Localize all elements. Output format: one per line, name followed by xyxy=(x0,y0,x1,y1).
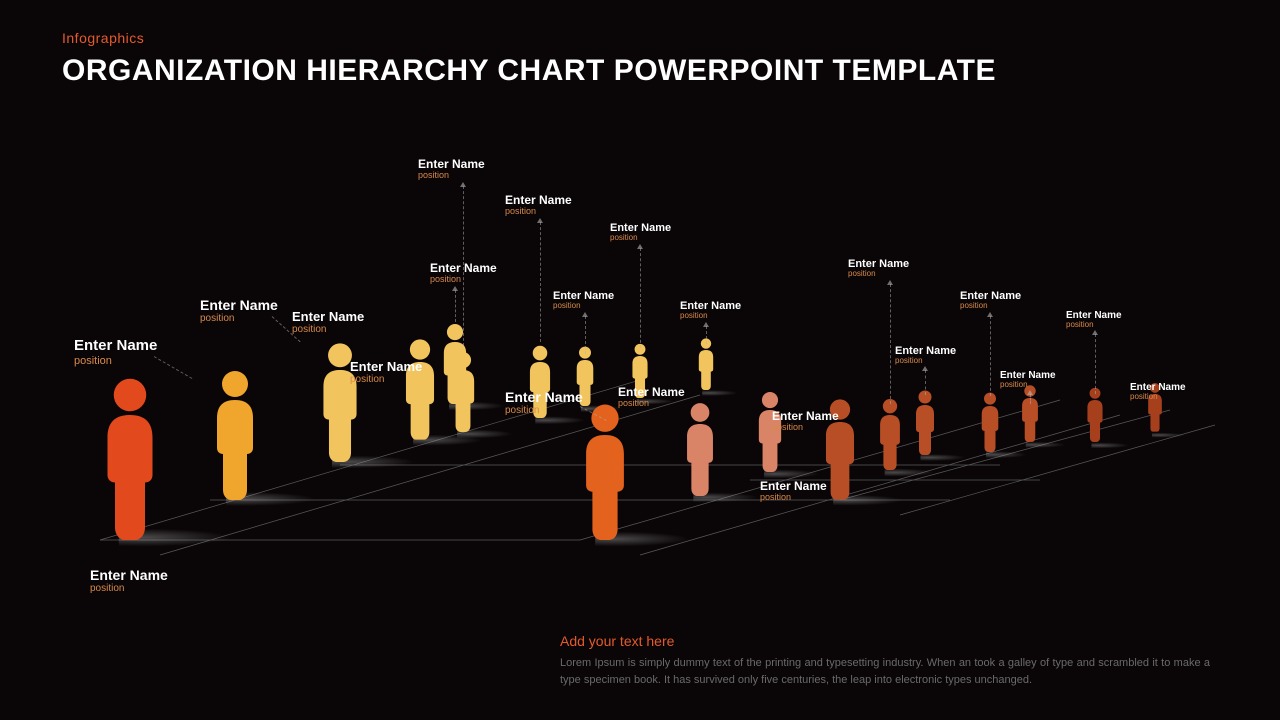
person-position: position xyxy=(960,302,1021,311)
person-label: Enter Nameposition xyxy=(74,338,157,367)
person-label: Enter Nameposition xyxy=(292,310,364,335)
person-icon xyxy=(695,338,717,390)
person-label: Enter Nameposition xyxy=(960,290,1021,311)
person-position: position xyxy=(292,324,364,335)
person-label: Enter Nameposition xyxy=(1000,370,1056,390)
person-position: position xyxy=(618,399,685,409)
person-name: Enter Name xyxy=(90,568,168,583)
person-position: position xyxy=(680,312,741,321)
person-position: position xyxy=(772,423,839,433)
person-position: position xyxy=(350,374,422,385)
person-position: position xyxy=(505,207,572,217)
person-position: position xyxy=(1000,381,1056,390)
person-label: Enter Nameposition xyxy=(505,390,583,416)
person-name: Enter Name xyxy=(200,298,278,313)
person-label: Enter Nameposition xyxy=(610,222,671,243)
leader-line xyxy=(1095,334,1096,394)
footer-title: Add your text here xyxy=(560,633,1210,649)
person-name: Enter Name xyxy=(350,360,422,374)
footer-block: Add your text here Lorem Ipsum is simply… xyxy=(560,633,1210,688)
person-position: position xyxy=(848,270,909,279)
person-icon xyxy=(911,390,939,455)
person-label: Enter Nameposition xyxy=(505,194,572,217)
person-icon xyxy=(1083,387,1107,442)
person-position: position xyxy=(200,313,278,324)
person-icon xyxy=(207,370,263,500)
person-label: Enter Nameposition xyxy=(553,290,614,311)
person-label: Enter Nameposition xyxy=(430,262,497,285)
person-position: position xyxy=(895,357,956,366)
person-icon xyxy=(576,404,635,541)
leader-line xyxy=(890,284,891,404)
leader-line xyxy=(640,248,641,348)
person-label: Enter Nameposition xyxy=(680,300,741,321)
person-position: position xyxy=(1066,321,1122,330)
person-icon xyxy=(398,339,442,440)
leader-line xyxy=(990,316,991,396)
footer-body: Lorem Ipsum is simply dummy text of the … xyxy=(560,655,1210,688)
person-label: Enter Nameposition xyxy=(772,410,839,433)
person-icon xyxy=(977,392,1003,452)
person-label: Enter Nameposition xyxy=(760,480,827,503)
person-label: Enter Nameposition xyxy=(350,360,422,385)
person-position: position xyxy=(418,171,485,181)
person-name: Enter Name xyxy=(505,390,583,405)
person-icon xyxy=(446,351,481,432)
leader-line xyxy=(455,290,456,322)
person-position: position xyxy=(553,302,614,311)
person-label: Enter Nameposition xyxy=(895,345,956,366)
person-label: Enter Nameposition xyxy=(200,298,278,324)
person-position: position xyxy=(505,405,583,416)
person-icon xyxy=(875,399,906,471)
person-name: Enter Name xyxy=(74,338,157,355)
person-label: Enter Nameposition xyxy=(418,158,485,181)
hierarchy-stage: Enter Nameposition Enter Nameposition En… xyxy=(0,0,1280,720)
person-label: Enter Nameposition xyxy=(618,386,685,409)
person-position: position xyxy=(1130,393,1186,402)
leader-line xyxy=(540,222,541,342)
person-label: Enter Nameposition xyxy=(848,258,909,279)
person-position: position xyxy=(610,234,671,243)
leader-line xyxy=(154,356,193,379)
person-icon xyxy=(680,402,720,496)
person-position: position xyxy=(430,275,497,285)
person-name: Enter Name xyxy=(292,310,364,324)
person-label: Enter Nameposition xyxy=(1130,382,1186,402)
person-position: position xyxy=(760,493,827,503)
person-icon xyxy=(95,378,165,541)
person-label: Enter Nameposition xyxy=(1066,310,1122,330)
person-label: Enter Nameposition xyxy=(90,568,168,594)
person-position: position xyxy=(90,583,168,594)
person-position: position xyxy=(74,355,157,367)
